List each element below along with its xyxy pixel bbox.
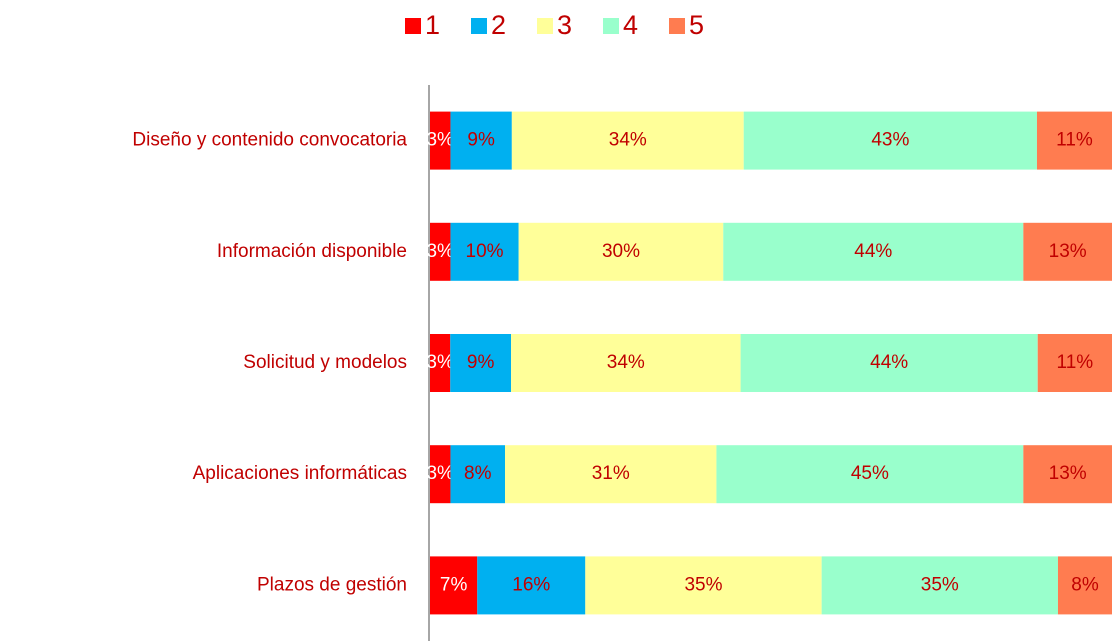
bar-segment bbox=[743, 111, 1037, 170]
category-label: Plazos de gestión bbox=[257, 574, 407, 595]
data-label: 34% bbox=[609, 130, 647, 151]
bar-segment bbox=[430, 111, 451, 170]
data-label: 7% bbox=[440, 574, 468, 595]
legend-label: 2 bbox=[491, 10, 506, 40]
bar-segment bbox=[821, 556, 1058, 615]
data-label: 10% bbox=[466, 241, 504, 262]
bar-segment bbox=[740, 334, 1038, 392]
legend-label: 5 bbox=[689, 10, 704, 40]
data-label: 45% bbox=[851, 463, 889, 484]
data-label: 9% bbox=[467, 130, 495, 151]
bar-segment bbox=[585, 556, 822, 615]
bar-segment bbox=[723, 222, 1024, 281]
data-label: 44% bbox=[854, 241, 892, 262]
data-label: 8% bbox=[464, 463, 492, 484]
bar-segment bbox=[1036, 111, 1112, 170]
bar-segment bbox=[505, 445, 717, 504]
category-label: Solicitud y modelos bbox=[243, 352, 407, 373]
category-label: Aplicaciones informáticas bbox=[193, 463, 407, 484]
legend-swatch bbox=[669, 18, 685, 34]
legend-label: 4 bbox=[623, 10, 638, 40]
data-label: 3% bbox=[426, 241, 454, 262]
data-label: 3% bbox=[426, 130, 454, 151]
bar-segment bbox=[430, 334, 451, 392]
bar-segment bbox=[450, 111, 512, 170]
data-label: 8% bbox=[1071, 574, 1099, 595]
category-label: Diseño y contenido convocatoria bbox=[132, 130, 407, 151]
bar-segment bbox=[518, 222, 724, 281]
data-label: 13% bbox=[1049, 463, 1087, 484]
category-label: Información disponible bbox=[217, 241, 407, 262]
bar-segment bbox=[477, 556, 586, 615]
legend-swatch bbox=[537, 18, 553, 34]
data-label: 43% bbox=[871, 130, 909, 151]
data-label: 35% bbox=[921, 574, 959, 595]
data-label: 11% bbox=[1056, 130, 1093, 151]
bar-segment bbox=[716, 445, 1024, 504]
data-label: 44% bbox=[870, 352, 908, 373]
bar-segment bbox=[430, 222, 451, 281]
data-label: 31% bbox=[592, 463, 630, 484]
legend-swatch bbox=[603, 18, 619, 34]
bar-segment bbox=[1023, 445, 1112, 504]
data-label: 11% bbox=[1057, 352, 1094, 373]
legend-label: 1 bbox=[425, 10, 440, 40]
bar-segment bbox=[1037, 334, 1112, 392]
legend-label: 3 bbox=[557, 10, 572, 40]
data-label: 30% bbox=[602, 241, 640, 262]
legend-swatch bbox=[471, 18, 487, 34]
bar-segment bbox=[511, 111, 744, 170]
data-label: 3% bbox=[426, 463, 454, 484]
data-label: 35% bbox=[684, 574, 722, 595]
bar-segment bbox=[430, 556, 478, 615]
bar-segment bbox=[450, 334, 512, 392]
bar-segment bbox=[511, 334, 741, 392]
data-label: 9% bbox=[467, 352, 495, 373]
bar-segment bbox=[430, 445, 451, 504]
data-label: 3% bbox=[426, 352, 454, 373]
legend-swatch bbox=[405, 18, 421, 34]
bar-segment bbox=[1023, 222, 1112, 281]
data-label: 34% bbox=[607, 352, 645, 373]
bar-segment bbox=[1057, 556, 1112, 615]
data-label: 13% bbox=[1049, 241, 1087, 262]
bar-segment bbox=[450, 222, 519, 281]
bar-segment bbox=[450, 445, 506, 504]
data-label: 16% bbox=[512, 574, 550, 595]
